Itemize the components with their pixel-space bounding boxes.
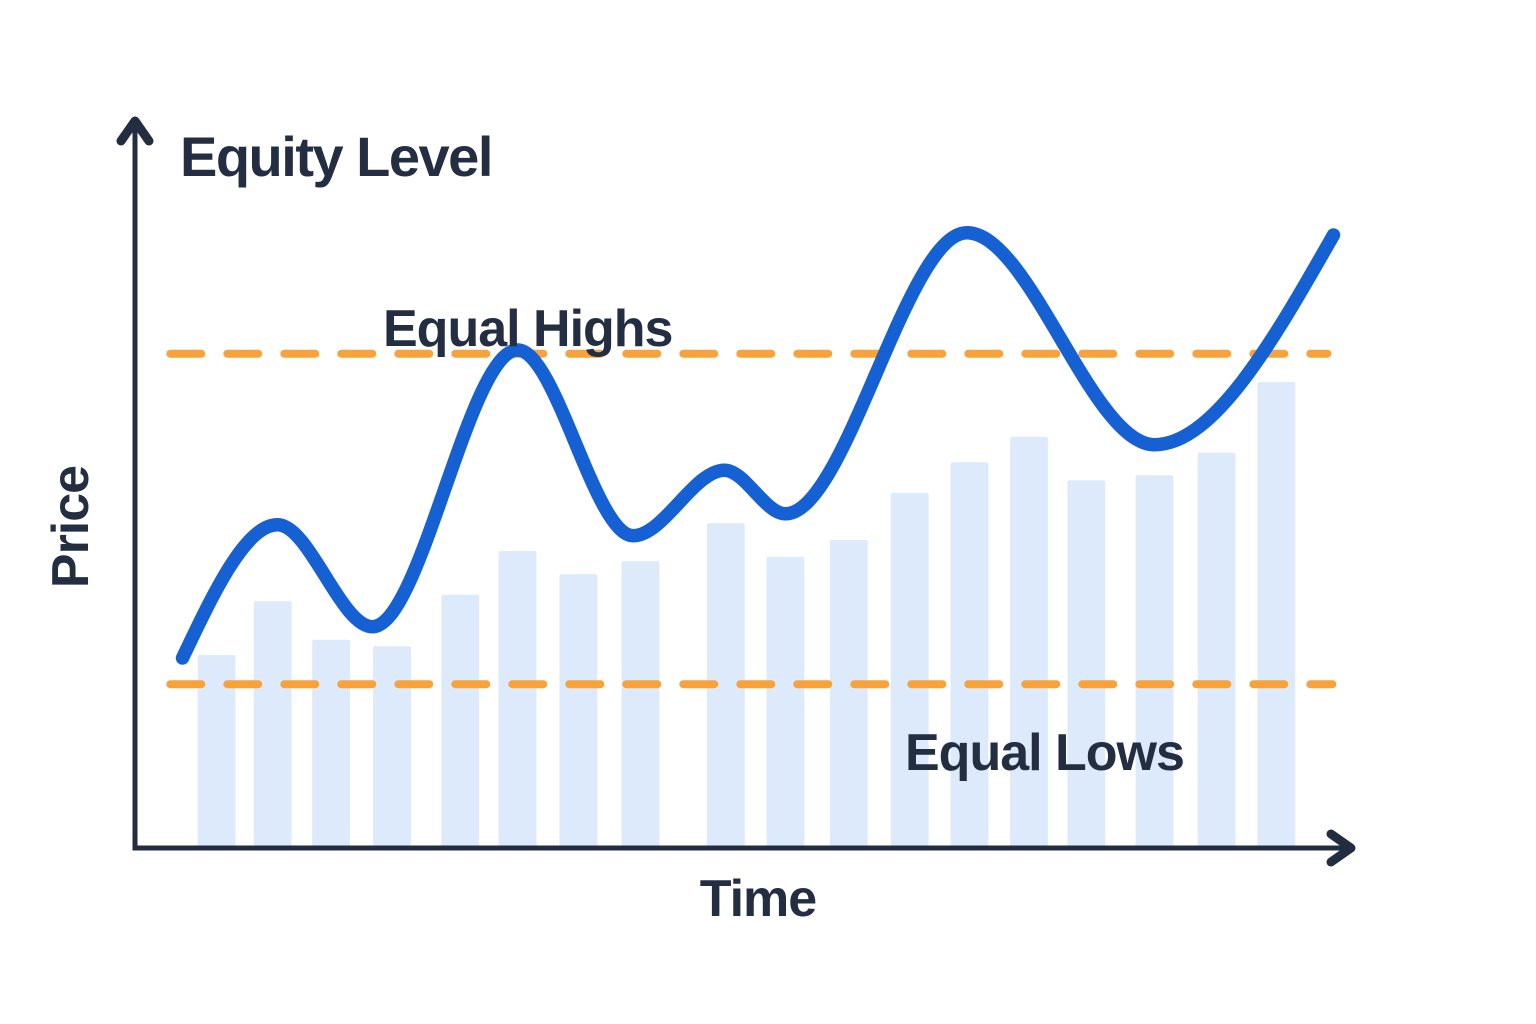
volume-bar (621, 561, 660, 848)
x-axis-arrow-icon (1326, 829, 1356, 867)
volume-bar (766, 556, 805, 848)
volume-bar (1257, 382, 1296, 848)
x-axis-label: Time (700, 870, 817, 928)
y-axis-label: Price (42, 466, 100, 588)
y-axis-arrow-icon (116, 116, 154, 146)
volume-bar (498, 551, 537, 848)
volume-bar (559, 574, 598, 848)
volume-bars (197, 382, 1296, 848)
volume-bar (441, 594, 480, 848)
price-curve (175, 226, 1341, 665)
volume-bar (1135, 475, 1174, 848)
volume-bar (1067, 480, 1106, 848)
volume-bar (1010, 436, 1048, 848)
volume-bar (890, 492, 929, 848)
axes-lines (132, 126, 1347, 851)
equal-lows-label: Equal Lows (905, 724, 1184, 782)
volume-bar (197, 655, 236, 848)
volume-bar (253, 601, 292, 848)
volume-bar (706, 523, 745, 848)
volume-bar (373, 646, 411, 848)
equal-highs-label: Equal Highs (383, 300, 672, 358)
volume-bar (950, 462, 989, 848)
volume-bar (829, 540, 868, 848)
volume-bar (1197, 452, 1236, 848)
volume-bar (312, 639, 350, 848)
chart-title: Equity Level (180, 125, 492, 188)
